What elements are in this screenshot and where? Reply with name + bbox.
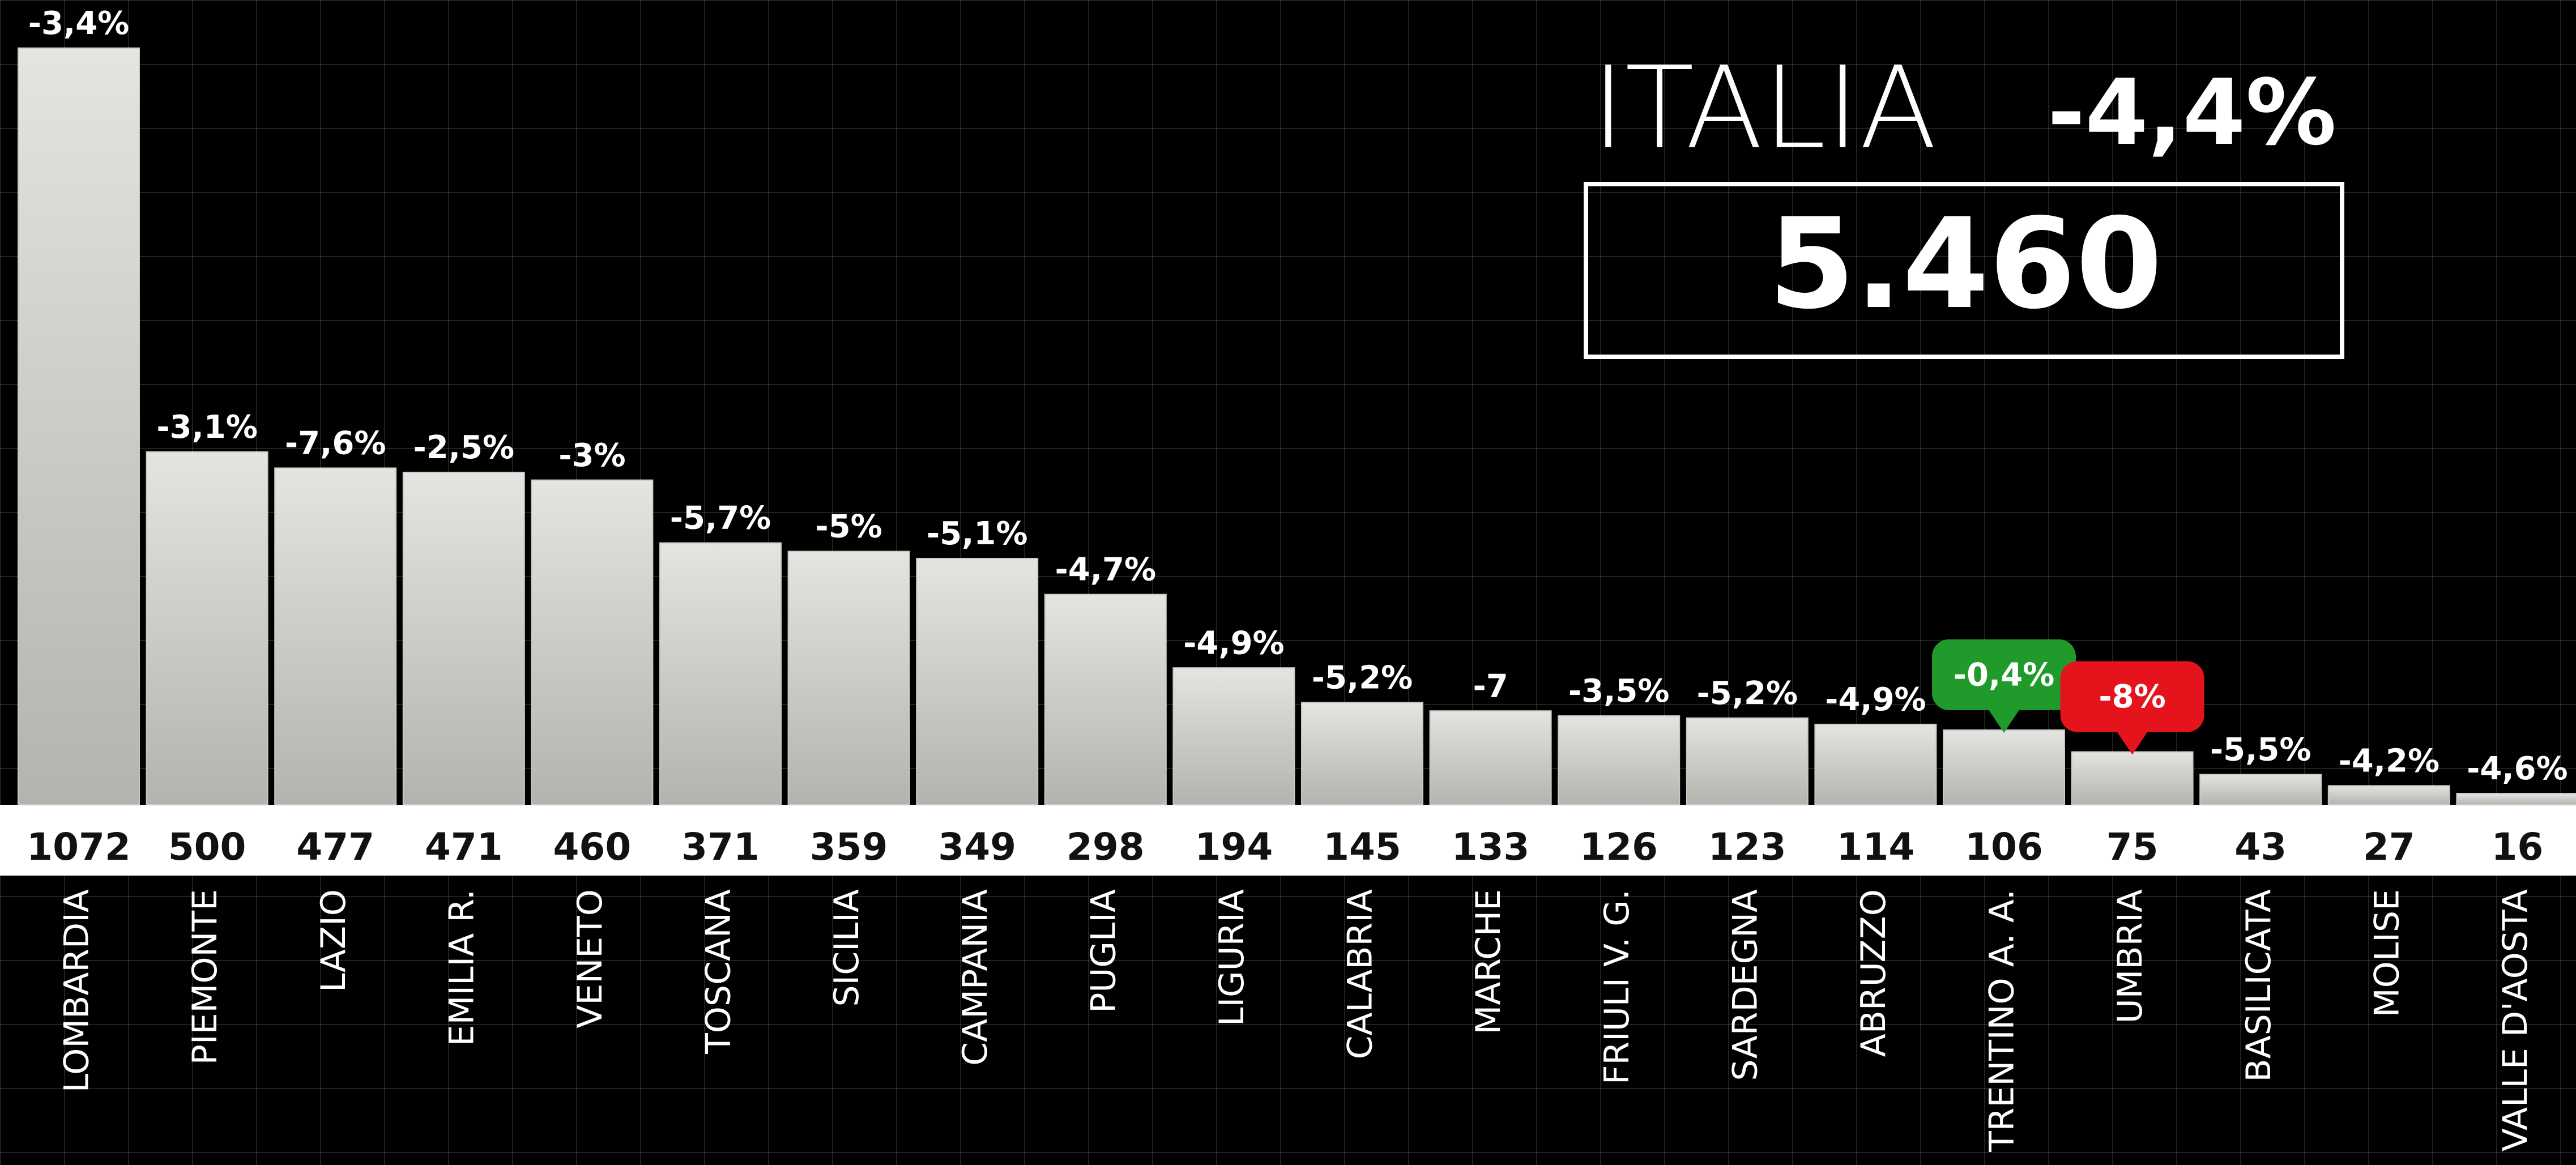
bar [1044, 594, 1167, 806]
bar [2071, 751, 2194, 806]
change-label: -7,6% [285, 425, 386, 462]
value-label: 145 [1323, 825, 1401, 869]
bar [18, 47, 140, 806]
change-label: -4,7% [1055, 552, 1157, 588]
change-label: -5,2% [1312, 659, 1413, 696]
x-tick-label: PIEMONTE [185, 889, 225, 1065]
bar [531, 479, 654, 805]
chart-title: ITALIA [1592, 42, 1937, 174]
bar [2199, 774, 2322, 805]
x-tick-label: FRIULI V. G. [1597, 889, 1637, 1085]
value-label: 349 [938, 825, 1016, 869]
change-label: -3,4% [28, 5, 130, 42]
change-label: -5,2% [1697, 675, 1798, 712]
bar [1429, 710, 1552, 806]
highlight-pointer [2116, 731, 2148, 755]
highlight-box [2060, 661, 2204, 732]
value-label: 500 [168, 825, 246, 869]
bar [274, 467, 397, 805]
bar [787, 551, 910, 805]
x-tick-label: PUGLIA [1084, 889, 1123, 1013]
x-tick-label: MOLISE [2367, 889, 2407, 1017]
title-change: -4,4% [2048, 59, 2336, 165]
change-label: -5,7% [670, 500, 771, 537]
value-label: 43 [2234, 825, 2287, 869]
x-tick-label: UMBRIA [2110, 889, 2150, 1023]
value-label: 16 [2491, 825, 2543, 869]
change-label: -3,1% [156, 409, 258, 446]
bar [1301, 702, 1423, 806]
bar [1814, 723, 1937, 806]
change-label: -2,5% [413, 429, 515, 466]
change-label: -5% [815, 509, 882, 545]
value-label: 106 [1965, 825, 2043, 869]
x-tick-label: CALABRIA [1341, 889, 1380, 1059]
bar [2327, 785, 2450, 805]
bar [1558, 715, 1681, 806]
x-tick-label: SICILIA [827, 889, 867, 1007]
x-tick-label: TOSCANA [699, 889, 739, 1055]
bar [2456, 793, 2576, 806]
total-box [1584, 182, 2344, 359]
value-label: 477 [296, 825, 374, 869]
x-tick-label: ABRUZZO [1854, 889, 1893, 1057]
value-label: 114 [1837, 825, 1915, 869]
value-label: 123 [1708, 825, 1786, 869]
bar [1686, 717, 1809, 805]
x-tick-label: SARDEGNA [1725, 889, 1765, 1081]
change-label: -4,2% [2339, 742, 2440, 779]
bar [402, 471, 525, 805]
value-label: 460 [553, 825, 632, 869]
change-label: -5,1% [927, 515, 1028, 552]
x-tick-label: EMILIA R. [442, 889, 481, 1046]
value-label: 75 [2106, 825, 2159, 869]
x-tick-label: LAZIO [314, 889, 353, 992]
bar [146, 451, 268, 805]
value-band [0, 805, 2576, 876]
value-label: 126 [1580, 825, 1658, 869]
change-label: -4,6% [2467, 750, 2568, 787]
value-label: 471 [425, 825, 503, 869]
change-label: -8% [2099, 678, 2165, 715]
bar [1172, 667, 1295, 805]
x-tick-label: LIGURIA [1212, 889, 1252, 1026]
value-label: 298 [1067, 825, 1145, 869]
highlight-pointer [1988, 709, 2020, 733]
change-label: -3,5% [1568, 673, 1670, 710]
change-label: -4,9% [1825, 681, 1926, 718]
highlight-box [1932, 639, 2076, 710]
change-label: -0,4% [1954, 657, 2055, 694]
bar [1943, 729, 2065, 806]
value-label: 1072 [27, 825, 131, 869]
change-label: -3% [558, 437, 625, 474]
value-label: 359 [810, 825, 888, 869]
x-tick-label: BASILICATA [2239, 889, 2279, 1082]
bar [659, 542, 782, 805]
x-tick-label: VALLE D'AOSTA [2496, 889, 2535, 1151]
x-tick-label: CAMPANIA [956, 889, 995, 1066]
value-label: 27 [2363, 825, 2415, 869]
value-label: 371 [681, 825, 760, 869]
change-label: -7 [1473, 668, 1508, 705]
x-tick-label: VENETO [570, 889, 610, 1029]
x-tick-label: TRENTINO A. A. [1982, 889, 2022, 1153]
x-tick-label: LOMBARDIA [57, 889, 97, 1093]
value-label: 194 [1195, 825, 1273, 869]
change-label: -4,9% [1183, 625, 1285, 662]
change-label: -5,5% [2210, 732, 2311, 769]
value-label: 133 [1452, 825, 1530, 869]
total: 5.460 [1768, 191, 2163, 336]
bar [916, 557, 1039, 805]
x-tick-label: MARCHE [1469, 889, 1508, 1034]
